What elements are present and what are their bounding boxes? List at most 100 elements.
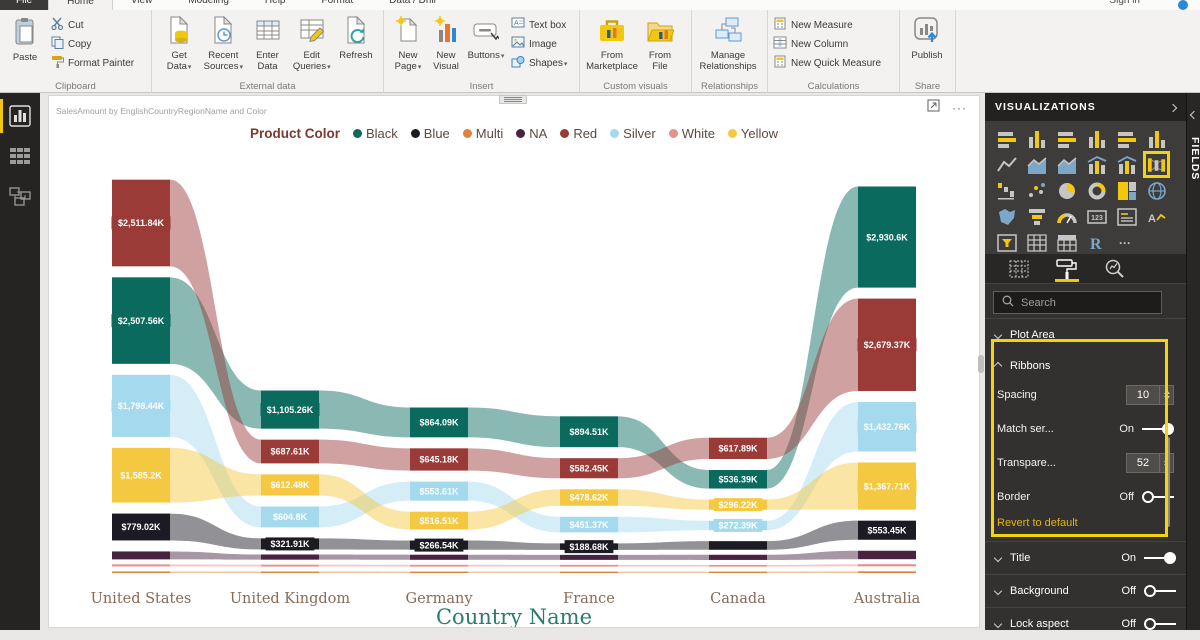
ribbon-flow-yellow[interactable] xyxy=(170,447,261,503)
more-options-icon[interactable]: ··· xyxy=(952,101,967,115)
paste-button[interactable]: Paste xyxy=(5,13,45,67)
multi-row-card-icon[interactable] xyxy=(1114,204,1139,229)
from-file-button[interactable]: From File xyxy=(639,13,681,75)
ribbon-segment-na[interactable] xyxy=(410,554,468,560)
ribbon-chart[interactable]: $2,511.84K $2,507.56K $1,798.44K $1,585.2K $… xyxy=(49,96,979,627)
ribbon-flow-silver[interactable] xyxy=(468,481,560,533)
legend-item-white[interactable]: White xyxy=(668,126,715,141)
focus-mode-icon[interactable] xyxy=(927,99,940,117)
ribbon-flow-blue[interactable] xyxy=(170,513,261,550)
search-input[interactable]: Search xyxy=(993,291,1162,314)
r-script-visual-icon[interactable]: R xyxy=(1084,230,1109,255)
ribbon-flow-white[interactable] xyxy=(767,564,858,567)
ribbon-flow-blue[interactable] xyxy=(319,538,410,550)
tab-modeling[interactable]: Modeling xyxy=(188,0,229,6)
map-icon[interactable] xyxy=(1144,178,1169,203)
tab-format[interactable] xyxy=(1055,256,1079,282)
100-stacked-column-chart-icon[interactable] xyxy=(1144,126,1169,151)
new-quick-measure-button[interactable]: New Quick Measure xyxy=(773,55,881,71)
new-column-button[interactable]: New Column xyxy=(773,36,881,52)
clustered-column-chart-icon[interactable] xyxy=(1084,126,1109,151)
stacked-bar-chart-icon[interactable] xyxy=(994,126,1019,151)
ribbon-flow-na[interactable] xyxy=(767,550,858,560)
ribbon-flow-na[interactable] xyxy=(618,554,709,560)
line-and-clustered-column-chart-icon[interactable] xyxy=(1114,152,1139,177)
ribbon-flow-silver[interactable] xyxy=(618,516,709,533)
ribbon-flow-black[interactable] xyxy=(618,416,709,489)
kpi-icon[interactable]: A xyxy=(1144,204,1169,229)
ribbon-flow-silver[interactable] xyxy=(319,481,410,528)
ribbon-flow-na[interactable] xyxy=(319,554,410,560)
enter-data-button[interactable]: Enter Data xyxy=(245,13,289,75)
expand-fields-icon[interactable] xyxy=(1189,105,1199,123)
new-measure-button[interactable]: New Measure xyxy=(773,17,881,33)
tab-analytics[interactable] xyxy=(1103,256,1127,282)
background-toggle[interactable] xyxy=(1144,584,1176,598)
ribbon-flow-silver[interactable] xyxy=(767,402,858,531)
ribbon-chart-icon[interactable] xyxy=(1143,151,1170,178)
title-toggle[interactable] xyxy=(1144,551,1176,565)
ribbon-flow-silver[interactable] xyxy=(170,374,261,528)
canvas-scrollbar-thumb[interactable] xyxy=(978,355,984,373)
ribbon-flow-white[interactable] xyxy=(468,564,560,567)
area-chart-icon[interactable] xyxy=(1024,152,1049,177)
ribbon-flow-red[interactable] xyxy=(170,179,261,464)
ribbon-segment-multi[interactable] xyxy=(410,571,468,573)
section-plot-area[interactable]: Plot Area xyxy=(985,318,1186,350)
stacked-area-chart-icon[interactable] xyxy=(1054,152,1079,177)
ribbon-segment-multi[interactable] xyxy=(709,571,767,573)
stacked-column-chart-icon[interactable] xyxy=(1024,126,1049,151)
ribbon-flow-red[interactable] xyxy=(468,448,560,479)
ribbon-flow-multi[interactable] xyxy=(618,571,709,573)
ribbon-flow-black[interactable] xyxy=(767,186,858,489)
gauge-icon[interactable] xyxy=(1054,204,1079,229)
help-icon[interactable] xyxy=(1178,0,1188,10)
ribbon-flow-na[interactable] xyxy=(170,551,261,560)
ribbon-flow-white[interactable] xyxy=(319,564,410,567)
legend-item-yellow[interactable]: Yellow xyxy=(727,126,778,141)
ribbon-flow-blue[interactable] xyxy=(468,540,560,550)
shapes-button[interactable]: Shapes xyxy=(511,55,567,71)
ribbon-flow-na[interactable] xyxy=(468,554,560,560)
ribbon-segment-white[interactable] xyxy=(858,564,916,567)
border-toggle[interactable] xyxy=(1142,490,1174,504)
slicer-icon[interactable] xyxy=(994,230,1019,255)
spacing-stepper[interactable]: 10 xyxy=(1126,385,1174,405)
tab-home[interactable]: Home xyxy=(48,0,113,10)
ribbon-segment-multi[interactable] xyxy=(560,571,618,573)
clustered-bar-chart-icon[interactable] xyxy=(1054,126,1079,151)
new-visual-button[interactable]: New Visual xyxy=(427,13,465,75)
canvas-scrollbar[interactable] xyxy=(977,93,985,630)
100-stacked-bar-chart-icon[interactable] xyxy=(1114,126,1139,151)
publish-button[interactable]: Publish xyxy=(905,13,949,65)
ribbon-segment-white[interactable] xyxy=(560,564,618,567)
ribbon-segment-white[interactable] xyxy=(410,564,468,567)
ribbon-flow-yellow[interactable] xyxy=(468,489,560,530)
pane-scrollbar-thumb[interactable] xyxy=(1166,437,1170,527)
table-icon[interactable] xyxy=(1024,230,1049,255)
ribbon-segment-multi[interactable] xyxy=(112,571,170,573)
report-page[interactable]: SalesAmount by EnglishCountryRegionName … xyxy=(48,95,980,628)
ribbon-segment-white[interactable] xyxy=(709,564,767,567)
ribbon-segment-white[interactable] xyxy=(261,564,319,567)
ribbon-segment-na[interactable] xyxy=(709,554,767,560)
tab-file[interactable]: File xyxy=(0,0,49,10)
funnel-icon[interactable] xyxy=(1024,204,1049,229)
section-background[interactable]: Background Off xyxy=(985,574,1186,607)
image-button[interactable]: Image xyxy=(511,36,567,52)
legend-item-black[interactable]: Black xyxy=(352,126,398,141)
model-view-button[interactable] xyxy=(9,185,31,207)
ribbon-flow-blue[interactable] xyxy=(618,541,709,550)
revert-to-default-link[interactable]: Revert to default xyxy=(997,517,1078,529)
ribbon-segment-na[interactable] xyxy=(858,550,916,560)
line-and-stacked-column-chart-icon[interactable] xyxy=(1084,152,1109,177)
tab-fields[interactable] xyxy=(1007,256,1031,282)
filled-map-icon[interactable] xyxy=(994,204,1019,229)
line-chart-icon[interactable] xyxy=(994,152,1019,177)
visual-drag-handle-icon[interactable] xyxy=(499,95,527,104)
legend-item-red[interactable]: Red xyxy=(560,126,597,141)
match-series-toggle[interactable] xyxy=(1142,422,1174,436)
ribbon-flow-yellow[interactable] xyxy=(319,474,410,530)
recent-sources-button[interactable]: Recent Sources xyxy=(201,13,245,75)
ribbon-flow-red[interactable] xyxy=(319,439,410,471)
